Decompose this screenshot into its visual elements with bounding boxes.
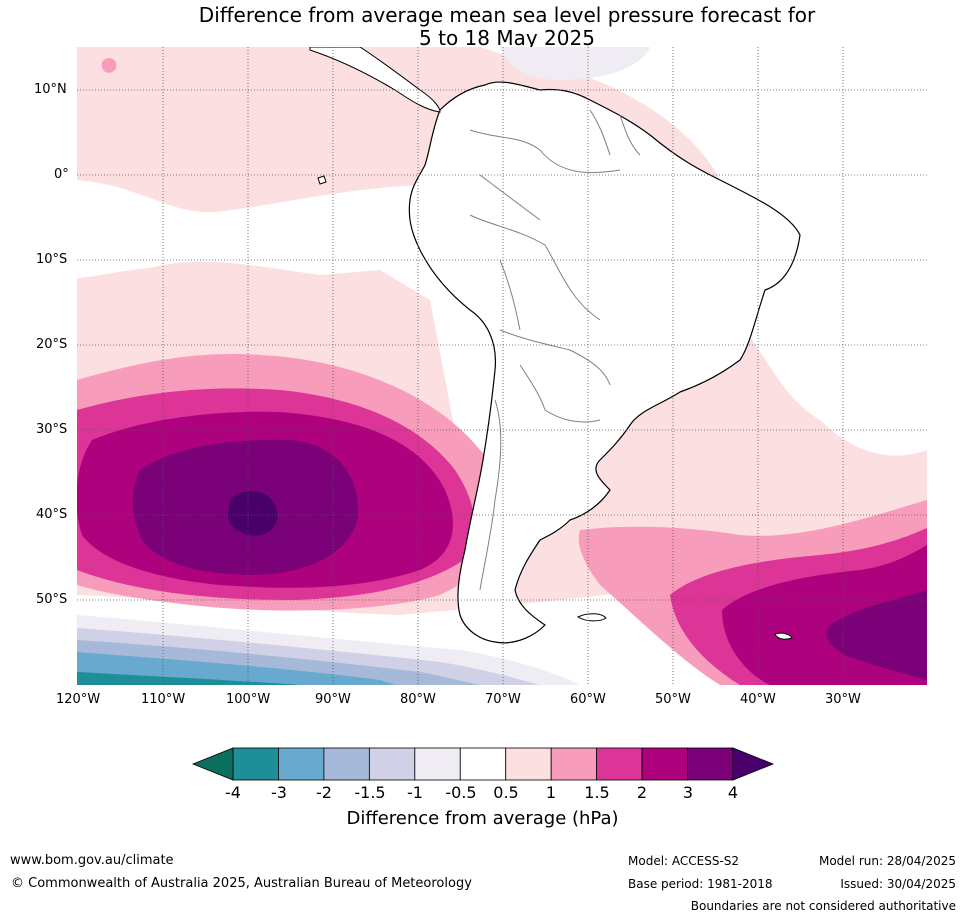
colorbar-under-arrow [191, 747, 234, 781]
colorbar-swatch [232, 747, 279, 781]
footer-url[interactable]: www.bom.gov.au/climate [10, 853, 174, 868]
colorbar-tick: 1.5 [584, 783, 610, 802]
anomaly-fill-0.5-1-atlantic [540, 310, 927, 525]
colorbar-tick: 2 [636, 783, 648, 802]
colorbar-swatch [505, 747, 552, 781]
graticule [77, 47, 927, 685]
anomaly-fill-minus-near-zero [500, 47, 650, 80]
colorbar-tick: -4 [225, 783, 241, 802]
colorbar-swatch [368, 747, 416, 781]
lon-label-80w: 80°W [400, 692, 436, 707]
central-america-coastline [309, 47, 441, 113]
lon-label-110w: 110°W [141, 692, 186, 707]
colorbar-tick: -0.5 [445, 783, 477, 802]
lon-label-100w: 100°W [226, 692, 271, 707]
lon-label-120w: 120°W [56, 692, 101, 707]
colorbar-swatch [323, 747, 370, 781]
country-borders [469, 109, 641, 591]
colorbar [191, 747, 775, 781]
colorbar-over-arrow [732, 747, 775, 781]
map-title: Difference from average mean sea level p… [0, 4, 965, 50]
colorbar-swatch [278, 747, 325, 781]
anomaly-fill-3-4-atlantic [826, 590, 927, 680]
footer-boundaries-note: Boundaries are not considered authoritat… [690, 899, 956, 913]
colorbar-swatch [550, 747, 598, 781]
footer-model: Model: ACCESS-S2 [628, 854, 740, 868]
colorbar-tick: 1 [545, 783, 557, 802]
colorbar-tick: -3 [271, 783, 287, 802]
colorbar-swatch [641, 747, 688, 781]
anomaly-fill-above-4-pacific [228, 491, 278, 536]
south-america-coastline [408, 81, 801, 644]
lat-label-30s: 30°S [36, 422, 68, 437]
colorbar-tick: -1.5 [354, 783, 386, 802]
title-line-2: 5 to 18 May 2025 [419, 26, 595, 50]
colorbar-tick: 4 [727, 783, 739, 802]
lon-label-90w: 90°W [315, 692, 351, 707]
footer-issued: Issued: 30/04/2025 [840, 877, 956, 891]
footer-copyright: © Commonwealth of Australia 2025, Austra… [11, 876, 472, 891]
lon-label-70w: 70°W [485, 692, 521, 707]
lon-label-40w: 40°W [740, 692, 776, 707]
colorbar-swatch [596, 747, 643, 781]
lon-label-60w: 60°W [570, 692, 606, 707]
lat-label-10s: 10°S [36, 252, 68, 267]
lat-label-10n: 10°N [34, 82, 67, 97]
colorbar-tick: 3 [682, 783, 694, 802]
lat-label-20s: 20°S [36, 337, 68, 352]
lat-label-50s: 50°S [36, 592, 68, 607]
lat-label-40s: 40°S [36, 507, 68, 522]
lon-label-30w: 30°W [825, 692, 861, 707]
lat-label-0: 0° [54, 167, 69, 182]
map-panel [77, 47, 927, 685]
footer-base-period: Base period: 1981-2018 [628, 877, 773, 891]
lon-label-50w: 50°W [655, 692, 691, 707]
colorbar-tick: -2 [316, 783, 332, 802]
title-line-1: Difference from average mean sea level p… [198, 3, 816, 27]
colorbar-swatch [414, 747, 461, 781]
colorbar-label: Difference from average (hPa) [346, 808, 619, 829]
anomaly-fill-small-patch-pacific [101, 58, 117, 73]
colorbar-swatch [459, 747, 507, 781]
colorbar-swatch [687, 747, 734, 781]
colorbar-tick: 0.5 [493, 783, 519, 802]
anomaly-fill-minus-4 [77, 672, 300, 685]
colorbar-tick: -1 [407, 783, 423, 802]
islands [317, 175, 793, 640]
footer-model-run: Model run: 28/04/2025 [818, 854, 956, 868]
anomaly-fill-0.5-1-caribbean [200, 47, 480, 154]
